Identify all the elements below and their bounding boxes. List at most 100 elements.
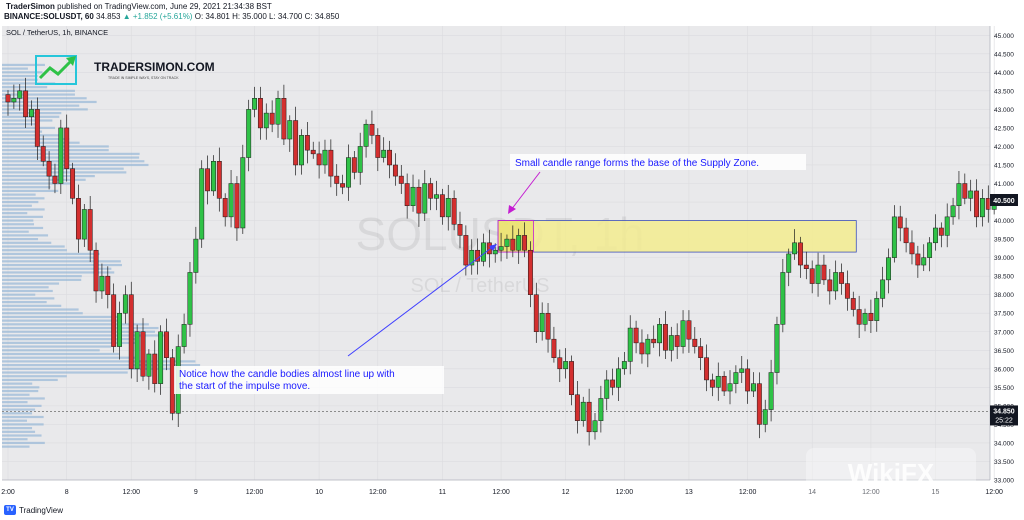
- candle-119: [704, 344, 709, 392]
- candle-body: [228, 183, 234, 218]
- time-axis[interactable]: 2:00 8 12:00 9 12:00 10 12:00 11 12:00 12 12:00 13 1…: [1, 479, 1003, 496]
- candle-1: [11, 84, 17, 109]
- candle-84: [498, 232, 504, 262]
- profile-bar: [2, 219, 34, 222]
- logo-brand: TRADERSIMON.COM: [94, 60, 215, 74]
- profile-bar: [2, 119, 53, 122]
- candle-59: [351, 150, 357, 180]
- candle-103: [610, 368, 616, 396]
- profile-bar: [2, 160, 145, 163]
- candle-body: [152, 353, 158, 384]
- candle-body: [827, 279, 833, 292]
- candle-body: [968, 190, 974, 199]
- profile-bar: [2, 78, 38, 81]
- candle-body: [704, 357, 709, 381]
- candle-128: [756, 372, 762, 439]
- candle-body: [257, 98, 263, 129]
- profile-bar: [2, 360, 196, 363]
- candle-62: [369, 110, 375, 145]
- candle-body: [275, 98, 281, 125]
- candle-body: [211, 161, 216, 192]
- symbol-label: BINANCE:SOLUSDT, 60: [4, 12, 94, 21]
- candle-body: [686, 320, 692, 340]
- candle-body: [205, 168, 211, 192]
- candle-56: [334, 164, 340, 196]
- candle-body: [569, 361, 574, 396]
- candle-38: [228, 169, 234, 228]
- chart-title: SOL / TetherUS, 1h, BINANCE: [6, 28, 108, 37]
- profile-bar: [2, 415, 44, 419]
- candle-55: [328, 139, 334, 188]
- candle-115: [680, 310, 686, 354]
- candle-body: [475, 249, 481, 262]
- candle-body: [99, 275, 105, 292]
- wikifx-badge: WikiFX: [806, 448, 976, 498]
- profile-bar: [2, 186, 51, 189]
- time-tick-label-4: 12:00: [246, 489, 264, 496]
- candle-body: [586, 401, 592, 433]
- candle-body: [328, 149, 334, 177]
- candle-body: [545, 312, 551, 340]
- time-tick-label-15: 15: [932, 489, 940, 496]
- candle-body: [293, 120, 299, 166]
- candle-body: [105, 275, 111, 295]
- base-highlight-box[interactable]: [497, 220, 534, 253]
- profile-bar: [2, 323, 149, 326]
- profile-bar: [2, 193, 36, 196]
- blue-arrow: [347, 245, 495, 357]
- candle-body: [533, 294, 539, 333]
- candle-body: [304, 135, 310, 151]
- price-tick-label-6: 36.000: [994, 366, 1014, 373]
- candle-body: [504, 238, 510, 247]
- candle-body: [921, 257, 927, 266]
- profile-bar: [2, 267, 112, 270]
- candle-body: [40, 146, 46, 162]
- candle-125: [739, 355, 745, 383]
- candle-body: [979, 198, 985, 218]
- price-tick-label-7: 36.500: [994, 348, 1014, 355]
- price-chart[interactable]: SOLUSDT, 1h SOL / TetherUS 33.00033.5003…: [0, 22, 1024, 504]
- candle-143: [844, 270, 850, 311]
- candle-130: [768, 359, 774, 422]
- candle-body: [252, 98, 257, 110]
- price-tick-label-21: 43.500: [994, 88, 1014, 95]
- price-tick-label-17: 41.500: [994, 162, 1014, 169]
- profile-bar: [2, 163, 149, 167]
- profile-bar: [2, 145, 109, 148]
- profile-bar: [2, 249, 67, 252]
- profile-bar: [2, 215, 43, 218]
- candles[interactable]: [5, 77, 997, 446]
- candle-148: [874, 291, 880, 332]
- candle-body: [392, 164, 398, 177]
- profile-bar: [2, 189, 59, 193]
- candle-105: [621, 351, 627, 375]
- profile-bar: [2, 423, 44, 426]
- publisher-name[interactable]: TraderSimon: [6, 2, 55, 11]
- profile-bar: [2, 71, 43, 74]
- candle-body: [698, 346, 704, 358]
- candle-154: [909, 230, 915, 265]
- candle-18: [111, 283, 117, 353]
- candle-19: [117, 301, 122, 360]
- candle-15: [93, 242, 99, 303]
- candle-23: [140, 318, 146, 382]
- time-tick-label-16: 12:00: [985, 489, 1003, 496]
- candle-112: [662, 311, 668, 360]
- profile-bar: [2, 275, 82, 278]
- candle-body: [798, 242, 803, 266]
- candle-153: [903, 217, 909, 253]
- candle-117: [692, 327, 698, 354]
- profile-bar: [2, 104, 80, 107]
- magenta-arrow: [510, 171, 541, 211]
- candle-21: [128, 281, 134, 379]
- candle-body: [181, 324, 187, 347]
- candle-50: [299, 129, 304, 175]
- candle-96: [569, 355, 574, 406]
- profile-bar: [2, 63, 45, 67]
- candle-body: [821, 264, 827, 281]
- candle-46: [275, 90, 281, 138]
- candle-body: [5, 94, 11, 103]
- candle-25: [152, 340, 158, 393]
- profile-bar: [2, 171, 127, 174]
- footer-brand[interactable]: TradingView: [19, 505, 64, 515]
